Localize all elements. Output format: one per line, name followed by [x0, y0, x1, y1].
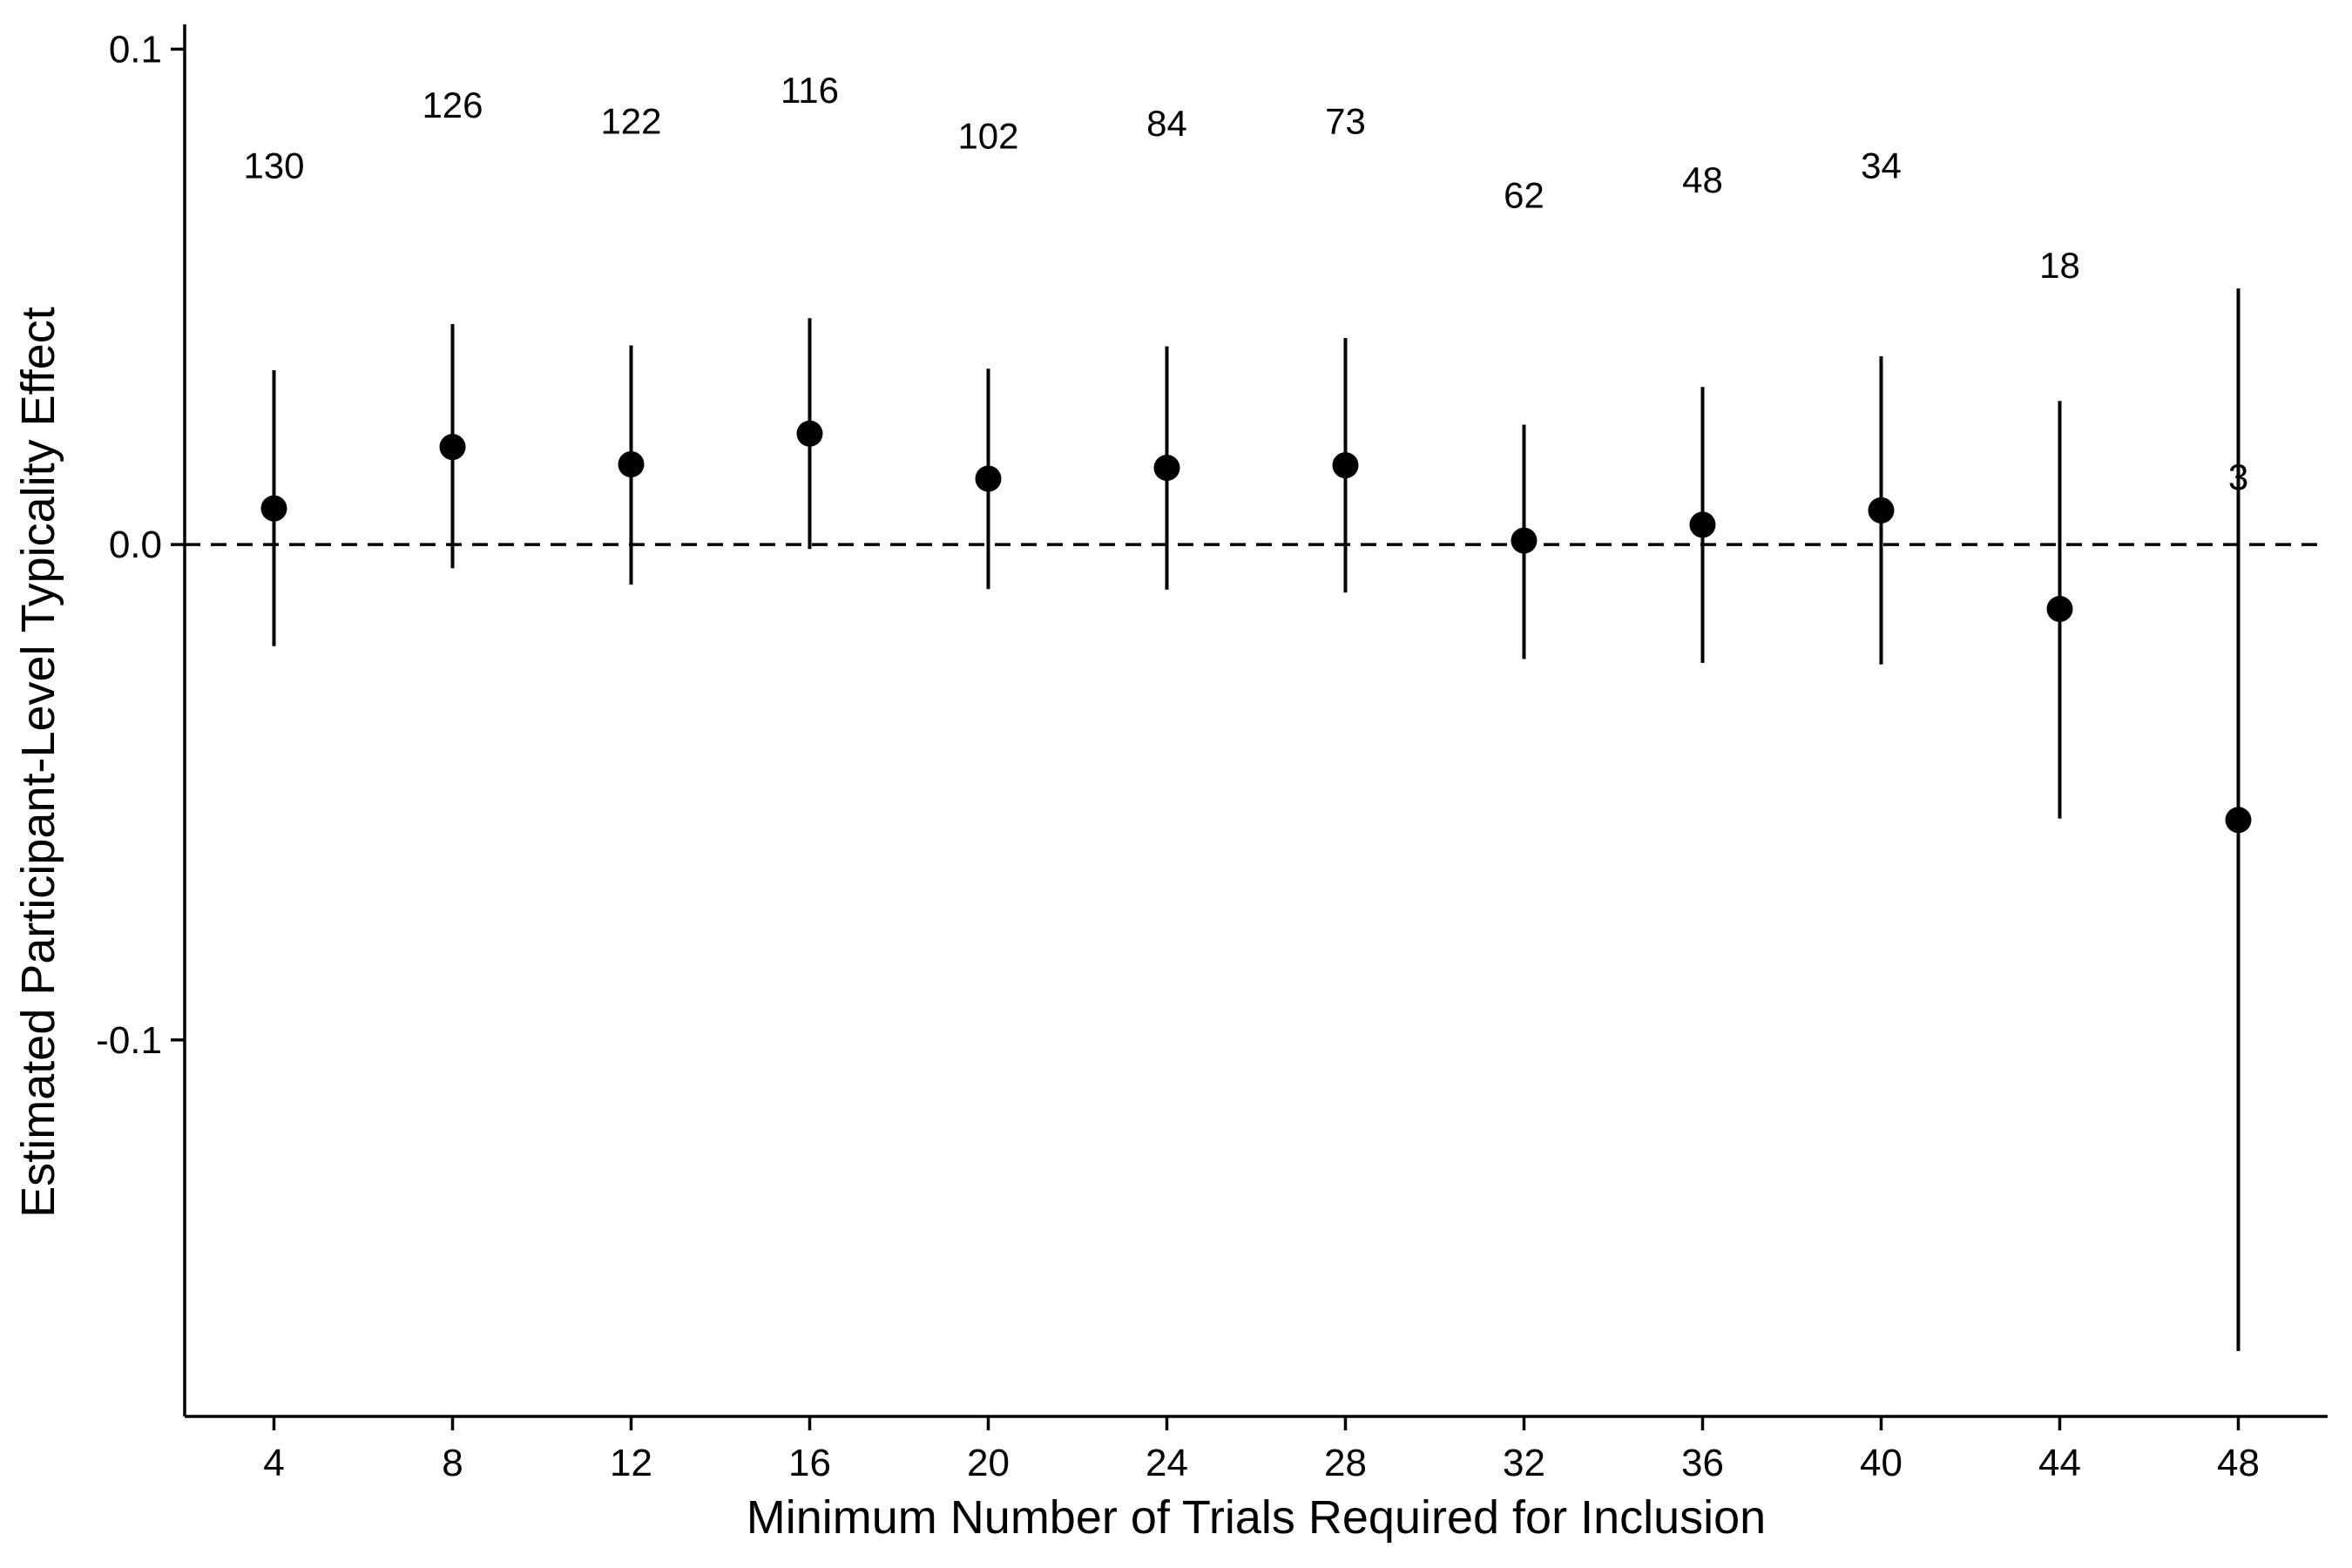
sample-size-label: 18: [2039, 245, 2080, 286]
x-axis-ticks: 4 8 12 16 20 24 28 32 36 40 44 48: [263, 1416, 2260, 1484]
sample-size-labels: 130 126 122 116 102 84 73 62 48 34 18 3: [243, 70, 2248, 497]
sample-size-label: 62: [1504, 175, 1544, 216]
x-tick-label: 44: [2038, 1442, 2081, 1484]
x-tick-label: 16: [788, 1442, 831, 1484]
sample-size-label: 84: [1146, 103, 1187, 144]
error-bars: [272, 288, 2240, 1351]
sample-size-label: 130: [243, 145, 304, 186]
x-tick-label: 24: [1146, 1442, 1188, 1484]
sample-size-label: 48: [1682, 159, 1723, 200]
data-point: [1511, 527, 1538, 554]
x-tick-label: 28: [1324, 1442, 1367, 1484]
sample-size-label: 73: [1325, 100, 1366, 141]
x-axis-label: Minimum Number of Trials Required for In…: [747, 1491, 1766, 1544]
y-axis-ticks: -0.1 0.0 0.1: [96, 28, 185, 1062]
sample-size-label: 102: [957, 115, 1018, 156]
axes: 4 8 12 16 20 24 28 32 36 40 44 48 -0.10.00.1 Minimu…: [12, 24, 2328, 1544]
sample-size-label: 126: [422, 84, 483, 125]
data-point: [1332, 452, 1359, 479]
y-tick-label: 0.0: [109, 524, 162, 566]
data-points: [260, 420, 2252, 834]
sample-size-label: 3: [2228, 456, 2248, 497]
y-tick-label: 0.1: [109, 28, 162, 71]
x-tick-label: 40: [1860, 1442, 1903, 1484]
x-tick-label: 12: [610, 1442, 652, 1484]
y-tick-label: -0.1: [96, 1019, 162, 1062]
x-tick-label: 32: [1503, 1442, 1545, 1484]
x-tick-label: 4: [263, 1442, 284, 1484]
x-tick-label: 8: [442, 1442, 463, 1484]
sample-size-label: 116: [781, 70, 839, 111]
data-point: [975, 465, 1002, 492]
x-tick-label: 48: [2217, 1442, 2260, 1484]
x-tick-label: 36: [1681, 1442, 1724, 1484]
sample-size-label: 34: [1861, 145, 1902, 186]
data-point: [2225, 807, 2252, 834]
data-point: [618, 450, 645, 477]
data-point: [1153, 454, 1180, 481]
data-point: [439, 434, 466, 461]
data-point: [260, 495, 287, 522]
y-axis-label: Estimated Participant-Level Typicality E…: [12, 307, 64, 1218]
sample-size-label: 122: [600, 100, 661, 141]
data-point: [2046, 596, 2073, 623]
plot-area: 130 126 122 116 102 84 73 62 48 34 18 3: [185, 70, 2328, 1351]
data-point: [1689, 511, 1716, 538]
x-tick-label: 20: [967, 1442, 1010, 1484]
data-point: [796, 420, 823, 447]
data-point: [1868, 497, 1895, 524]
